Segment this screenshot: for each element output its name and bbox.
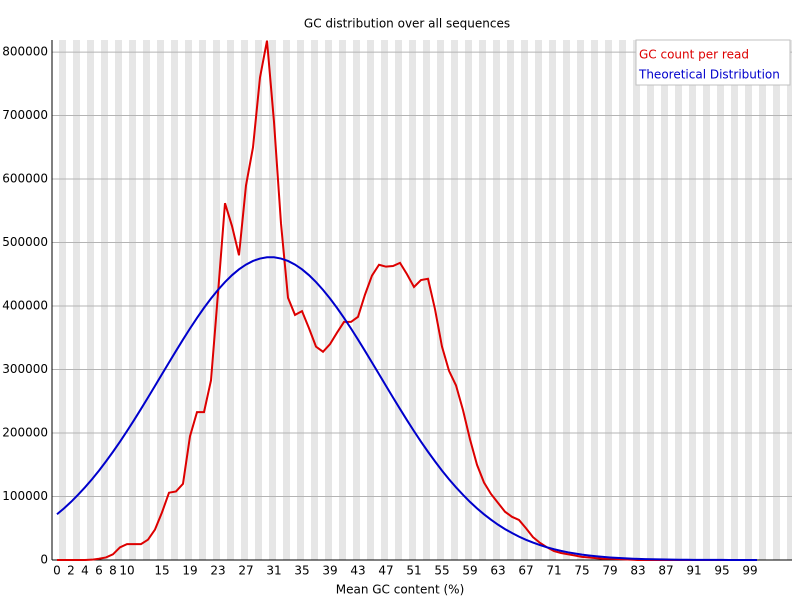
stripe: [577, 40, 584, 560]
stripe: [199, 40, 206, 560]
stripe: [745, 40, 752, 560]
x-tick-label: 39: [322, 564, 337, 578]
x-tick-label: 75: [574, 564, 589, 578]
y-tick-label: 800000: [2, 45, 48, 59]
stripe: [549, 40, 556, 560]
stripe: [409, 40, 416, 560]
stripe: [171, 40, 178, 560]
y-tick-label: 600000: [2, 172, 48, 186]
stripe: [101, 40, 108, 560]
stripe: [381, 40, 388, 560]
x-tick-label: 63: [490, 564, 505, 578]
stripe: [535, 40, 542, 560]
x-tick-label: 31: [266, 564, 281, 578]
x-tick-label: 67: [518, 564, 533, 578]
stripe: [325, 40, 332, 560]
x-tick-label: 19: [182, 564, 197, 578]
stripe: [591, 40, 598, 560]
stripe: [773, 40, 780, 560]
x-tick-label: 55: [434, 564, 449, 578]
stripe: [255, 40, 262, 560]
stripe: [311, 40, 318, 560]
chart-title: GC distribution over all sequences: [304, 17, 510, 31]
x-tick-label: 95: [714, 564, 729, 578]
stripe: [437, 40, 444, 560]
stripe: [129, 40, 136, 560]
series-line: [57, 40, 757, 561]
stripe: [563, 40, 570, 560]
stripe: [465, 40, 472, 560]
series-line: [56, 256, 757, 561]
stripe: [451, 40, 458, 560]
stripe: [87, 40, 94, 560]
legend-entry: GC count per read: [639, 48, 749, 62]
x-tick-label: 23: [210, 564, 225, 578]
x-tick-label: 27: [238, 564, 253, 578]
stripe: [73, 40, 80, 560]
stripe: [633, 40, 640, 560]
stripe: [731, 40, 738, 560]
x-tick-label: 59: [462, 564, 477, 578]
x-tick-label: 51: [406, 564, 421, 578]
stripe: [787, 40, 792, 560]
stripe: [605, 40, 612, 560]
x-tick-label: 4: [81, 564, 89, 578]
stripe: [647, 40, 654, 560]
y-tick-label: 0: [40, 553, 48, 567]
x-tick-label: 2: [67, 564, 75, 578]
stripe: [717, 40, 724, 560]
x-tick-label: 79: [602, 564, 617, 578]
x-tick-label: 83: [630, 564, 645, 578]
stripe: [241, 40, 248, 560]
stripe: [367, 40, 374, 560]
x-tick-label: 6: [95, 564, 103, 578]
x-tick-label: 35: [294, 564, 309, 578]
stripe: [283, 40, 290, 560]
stripe: [507, 40, 514, 560]
x-tick-label: 99: [742, 564, 757, 578]
x-axis-title: Mean GC content (%): [336, 583, 465, 597]
stripe: [297, 40, 304, 560]
stripe: [227, 40, 234, 560]
legend-entry: Theoretical Distribution: [638, 68, 780, 82]
x-tick-label: 47: [378, 564, 393, 578]
x-tick-label: 15: [154, 564, 169, 578]
stripe: [689, 40, 696, 560]
legend-box: [635, 39, 791, 86]
y-tick-label: 200000: [2, 426, 48, 440]
x-tick-label: 43: [350, 564, 365, 578]
y-tick-label: 400000: [2, 299, 48, 313]
stripe: [493, 40, 500, 560]
stripe: [157, 40, 164, 560]
y-tick-label: 500000: [2, 235, 48, 249]
stripe: [339, 40, 346, 560]
stripe: [269, 40, 276, 560]
stripe: [143, 40, 150, 560]
x-tick-label: 71: [546, 564, 561, 578]
stripe: [353, 40, 360, 560]
y-tick-label: 300000: [2, 362, 48, 376]
stripe: [619, 40, 626, 560]
x-tick-label: 8: [109, 564, 117, 578]
stripe: [59, 40, 66, 560]
x-tick-label: 87: [658, 564, 673, 578]
stripe: [115, 40, 122, 560]
x-tick-label: 10: [119, 564, 134, 578]
stripe: [703, 40, 710, 560]
y-tick-label: 100000: [2, 489, 48, 503]
stripe: [185, 40, 192, 560]
stripe: [675, 40, 682, 560]
stripe: [479, 40, 486, 560]
stripe: [423, 40, 430, 560]
x-tick-label: 0: [53, 564, 61, 578]
y-tick-label: 700000: [2, 108, 48, 122]
x-tick-label: 91: [686, 564, 701, 578]
stripe: [395, 40, 402, 560]
stripe: [759, 40, 766, 560]
stripe: [661, 40, 668, 560]
stripe: [521, 40, 528, 560]
